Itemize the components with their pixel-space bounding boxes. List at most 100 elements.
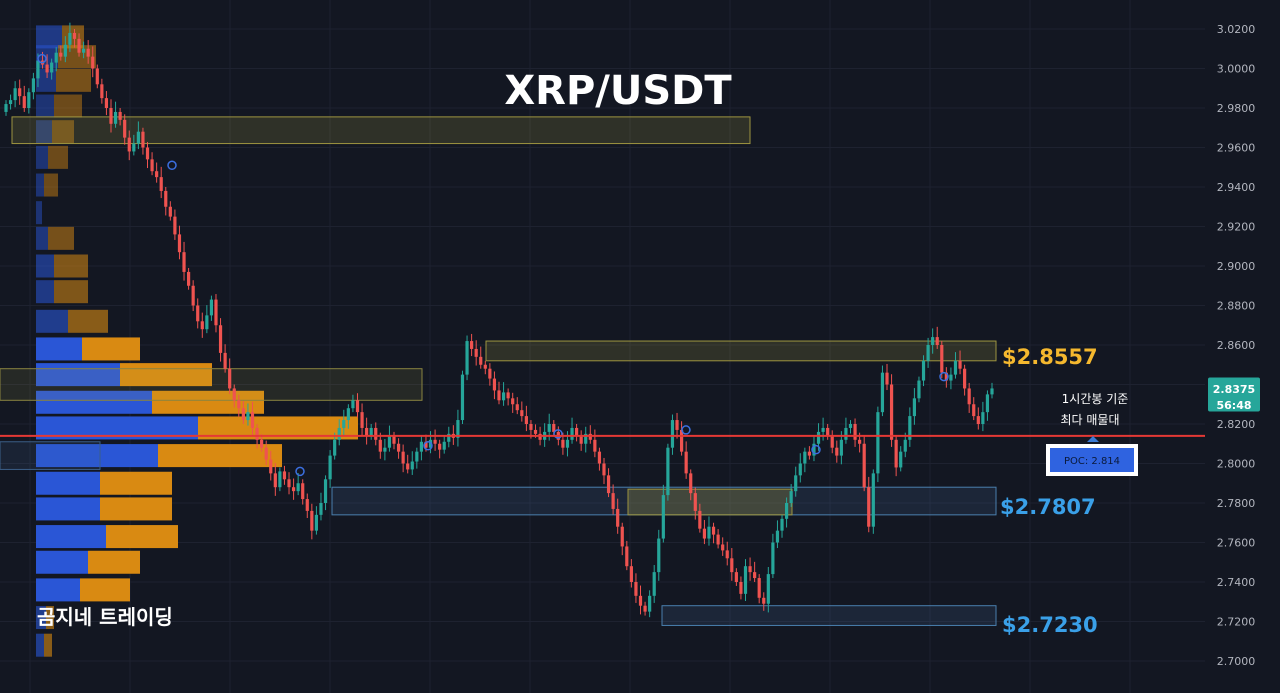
candle-body xyxy=(337,427,341,440)
candle-body xyxy=(424,441,428,448)
candle-body xyxy=(365,427,369,436)
candle-body xyxy=(638,595,643,606)
candle-body xyxy=(104,98,109,108)
price-axis: 3.0200 3.0000 2.9800 2.9600 2.9400 2.9200 2.90… xyxy=(1205,0,1280,693)
candle-body xyxy=(328,455,332,480)
y-tick-label: 2.7800 xyxy=(1217,497,1256,510)
candle-body xyxy=(634,582,638,596)
candle-body xyxy=(273,473,277,488)
candle-body xyxy=(401,451,405,464)
candle-body xyxy=(319,503,323,515)
candle-body xyxy=(515,404,519,411)
profile-bar-sell xyxy=(198,416,358,440)
candle-body xyxy=(296,483,300,492)
candle-body xyxy=(342,420,346,428)
profile-bar-buy xyxy=(36,578,80,602)
candle-body xyxy=(355,400,360,413)
candle-body xyxy=(529,424,533,430)
candle-body xyxy=(734,572,738,582)
candle-body xyxy=(4,104,8,112)
candle-body xyxy=(406,463,410,470)
candle-body xyxy=(524,416,528,424)
profile-bar-buy xyxy=(36,471,100,495)
price-zone xyxy=(485,340,997,362)
candle-body xyxy=(547,424,551,432)
candle-body xyxy=(730,558,734,573)
profile-bar-buy xyxy=(36,444,158,468)
candle-body xyxy=(844,427,848,440)
candle-body xyxy=(711,526,716,535)
candle-body xyxy=(506,392,510,399)
candle-body xyxy=(305,499,309,511)
candle-body xyxy=(976,416,980,424)
y-tick-label: 2.8800 xyxy=(1217,300,1256,313)
candle-body xyxy=(465,341,469,375)
profile-bar-buy xyxy=(36,120,52,144)
candle-body xyxy=(438,443,442,450)
profile-bar-sell xyxy=(46,606,54,630)
profile-bar-sell xyxy=(106,525,178,549)
candle-body xyxy=(31,78,35,93)
candle-body xyxy=(483,364,487,369)
price-zone xyxy=(11,116,751,145)
candle-body xyxy=(652,572,656,596)
candle-body xyxy=(301,483,305,500)
candle-body xyxy=(661,495,665,539)
candle-body xyxy=(807,451,812,456)
candle-body xyxy=(789,491,793,503)
candle-body xyxy=(629,566,633,582)
candle-body xyxy=(766,574,770,604)
profile-bar-buy xyxy=(36,94,54,118)
candle-body xyxy=(59,52,63,57)
candle-body xyxy=(625,546,629,567)
candle-body xyxy=(853,424,857,440)
level-label-support-low: $2.7230 xyxy=(1002,613,1098,637)
profile-bar-buy xyxy=(36,633,44,657)
signal-marker-icon xyxy=(681,425,691,435)
candle-body xyxy=(196,305,200,322)
candle-body xyxy=(419,441,423,452)
profile-bar-buy xyxy=(36,550,88,574)
candle-body xyxy=(953,360,958,375)
candle-body xyxy=(164,190,168,207)
candle-body xyxy=(908,416,912,440)
profile-bar-sell xyxy=(80,578,130,602)
candle-body xyxy=(511,398,515,405)
candle-body xyxy=(250,412,255,428)
candle-body xyxy=(200,321,204,330)
candle-body xyxy=(848,424,853,428)
level-label-support-mid: $2.7807 xyxy=(1000,495,1096,519)
candle-body xyxy=(611,493,615,509)
candle-body xyxy=(218,325,223,353)
candle-body xyxy=(82,48,86,53)
candle-body xyxy=(141,131,145,148)
candle-body xyxy=(155,171,159,178)
current-price-badge xyxy=(1208,377,1260,412)
price-zone xyxy=(0,441,101,470)
profile-bar-buy xyxy=(36,145,48,169)
candle-body xyxy=(209,299,214,316)
candle-body xyxy=(944,372,948,381)
price-zone xyxy=(627,488,793,516)
candle-body xyxy=(150,159,154,172)
candle-body xyxy=(492,378,497,391)
y-tick-label: 2.7400 xyxy=(1217,576,1256,589)
y-tick-label: 2.8200 xyxy=(1217,418,1256,431)
candle-body xyxy=(136,131,140,144)
current-price: 2.8375 xyxy=(1213,383,1255,396)
candle-body xyxy=(177,234,182,253)
candle-body xyxy=(643,605,647,612)
candle-body xyxy=(949,374,953,381)
candle-body xyxy=(616,508,620,527)
candle-body xyxy=(762,597,766,604)
candle-body xyxy=(36,60,40,79)
candle-body xyxy=(22,96,26,108)
candle-body xyxy=(666,447,670,496)
candle-body xyxy=(68,32,72,45)
candle-body xyxy=(565,439,570,448)
candle-body xyxy=(721,544,725,551)
candle-body xyxy=(921,360,926,381)
price-zone xyxy=(661,605,997,626)
candle-body xyxy=(839,439,843,456)
